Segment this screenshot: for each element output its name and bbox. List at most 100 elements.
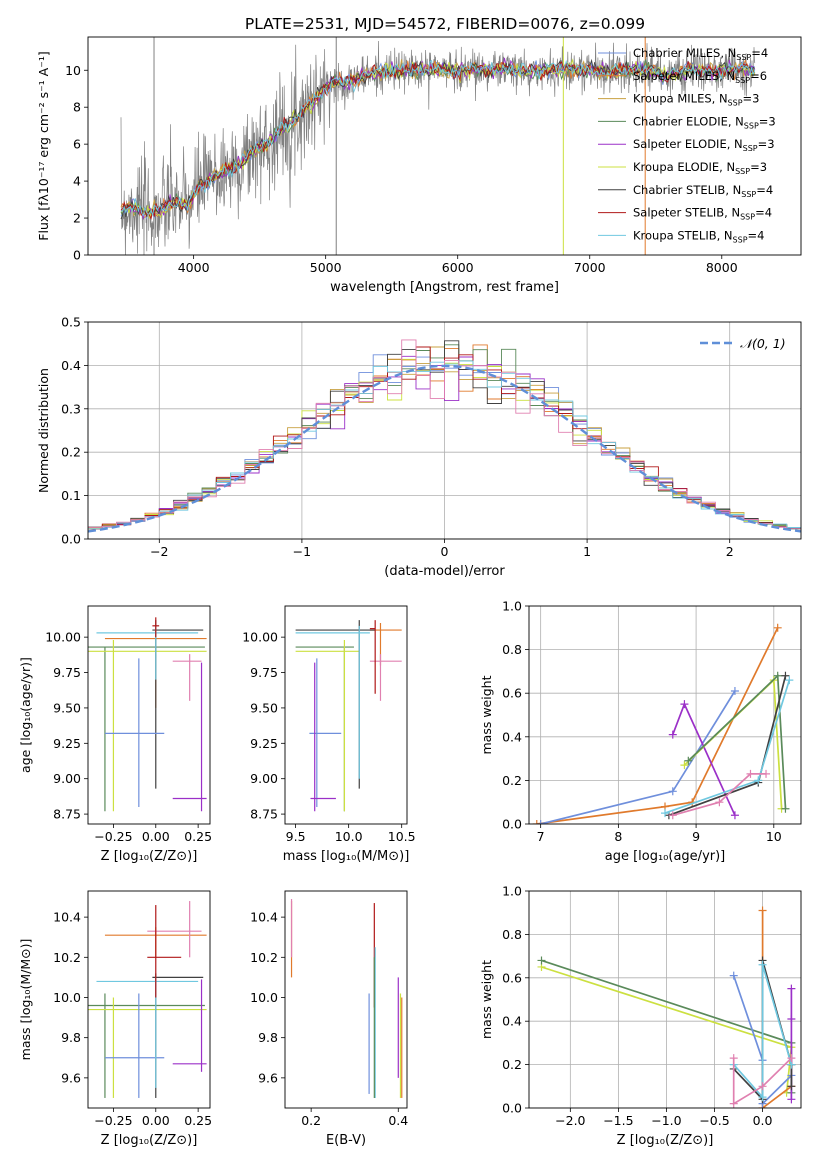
error-bar xyxy=(96,625,199,680)
y-tick-label: 10.00 xyxy=(242,630,278,645)
axes-frame xyxy=(284,890,408,1109)
y-tick-label: 10.4 xyxy=(53,910,81,925)
y-tick-label: 0.8 xyxy=(502,927,522,942)
plot-area xyxy=(529,891,801,1108)
y-tick-label: 9.75 xyxy=(250,665,278,680)
x-tick-label: −0.25 xyxy=(94,829,132,844)
error-bar xyxy=(152,620,204,789)
error-bar xyxy=(310,662,336,812)
weight-marker xyxy=(715,798,724,807)
y-tick-label: 2 xyxy=(73,211,81,226)
y-tick-label: 9.6 xyxy=(258,1070,278,1085)
panel-mass_vs_EBV: 0.2 0.4 9.6 9.8 10.0 10.2 10.4 E(B-V) xyxy=(250,890,408,1148)
y-tick-label: 10.2 xyxy=(53,950,81,965)
figure-title: PLATE=2531, MJD=54572, FIBERID=0076, z=0… xyxy=(245,15,645,33)
y-axis-label: mass weight xyxy=(479,675,494,754)
y-tick-label: 10.4 xyxy=(250,910,278,925)
y-tick-label: 0.0 xyxy=(502,1101,522,1116)
weight-marker xyxy=(668,730,677,739)
weight-marker xyxy=(758,906,767,915)
x-tick-label: 0 xyxy=(441,544,449,559)
weight-marker xyxy=(729,1099,738,1108)
error-bar xyxy=(147,905,182,998)
weight-marker xyxy=(787,1015,796,1024)
x-axis-label: E(B-V) xyxy=(326,1133,366,1148)
x-tick-label: 0.0 xyxy=(753,1113,773,1128)
weight-marker xyxy=(758,1082,767,1091)
error-bar xyxy=(104,993,165,1098)
legend-label: Salpeter ELODIE, NSSP=3 xyxy=(633,137,775,153)
spectrum-legend: Chabrier MILES, NSSP=4 Salpeter MILES, NS… xyxy=(598,46,776,244)
y-axis-label: mass [log₁₀(M/M⊙)] xyxy=(18,939,33,1061)
weight-line xyxy=(672,773,766,817)
model-spectrum xyxy=(120,59,756,217)
error-bar xyxy=(295,646,354,812)
y-axis-label: age [log₁₀(age/yr)] xyxy=(18,657,33,773)
y-tick-label: 6 xyxy=(73,137,81,152)
y-tick-label: 9.8 xyxy=(258,1030,278,1045)
plot-area xyxy=(120,37,756,255)
y-tick-label: 10.0 xyxy=(250,990,278,1005)
x-tick-label: 0.25 xyxy=(184,829,212,844)
panel-weight_vs_age: 7 8 9 10 0.0 0.2 0.4 0.6 0.8 1.0 age [log₁₀(age/yr… xyxy=(479,599,802,864)
x-tick-label: 0.00 xyxy=(142,1113,170,1128)
weight-marker xyxy=(536,820,545,824)
error-bar xyxy=(88,639,207,812)
x-tick-label: 6000 xyxy=(442,260,474,275)
weight-marker xyxy=(787,1095,796,1104)
x-axis-label: Z [log₁₀(Z/Z⊙)] xyxy=(101,849,198,864)
weight-marker xyxy=(758,1093,767,1102)
model-spectrum xyxy=(120,61,756,221)
y-tick-label: 8 xyxy=(73,100,81,115)
y-tick-label: 0.4 xyxy=(61,358,81,373)
y-tick-label: 0.0 xyxy=(502,817,522,832)
error-bar xyxy=(172,662,207,812)
x-tick-label: 4000 xyxy=(178,260,210,275)
weight-marker xyxy=(781,804,790,813)
x-tick-label: 10.5 xyxy=(388,829,416,844)
y-tick-label: 0.3 xyxy=(61,401,81,416)
x-tick-label: 2 xyxy=(726,544,734,559)
y-tick-label: 0.5 xyxy=(61,315,81,330)
panel-age_vs_Z: −0.25 0.00 0.25 8.75 9.00 9.25 9.50 9.75 10.00 Z … xyxy=(18,605,212,864)
weight-marker xyxy=(680,700,689,709)
x-tick-label: 0.25 xyxy=(184,1113,212,1128)
error-bar xyxy=(172,979,207,1072)
legend-label: Chabrier ELODIE, NSSP=3 xyxy=(633,114,776,130)
error-bar xyxy=(152,973,204,1098)
legend-label: Kroupa MILES, NSSP=3 xyxy=(633,92,759,108)
y-tick-label: 0 xyxy=(73,248,81,263)
y-axis-label: Flux [fλ10⁻¹⁷ erg cm⁻² s⁻¹ A⁻¹] xyxy=(36,51,51,240)
panel-spectrum: 4000 5000 6000 7000 8000 0 2 4 6 8 10 wavelength [A… xyxy=(36,36,802,295)
y-tick-label: 10.00 xyxy=(45,630,81,645)
y-tick-label: 0.6 xyxy=(502,686,522,701)
panel-age_vs_mass: 9.5 10.0 10.5 8.75 9.00 9.25 9.50 9.75 10.00 mass… xyxy=(242,605,416,864)
y-tick-label: 1.0 xyxy=(502,599,522,614)
error-bar xyxy=(88,997,207,1098)
error-bar xyxy=(172,654,202,701)
x-axis-label: mass [log₁₀(M/M⊙)] xyxy=(283,849,410,864)
x-axis-label: Z [log₁₀(Z/Z⊙)] xyxy=(101,1133,198,1148)
error-bar xyxy=(295,625,370,779)
weight-marker xyxy=(537,956,546,965)
y-tick-label: 0.4 xyxy=(502,729,522,744)
weight-marker xyxy=(758,960,767,969)
weight-marker xyxy=(787,1082,796,1091)
x-tick-label: −0.25 xyxy=(94,1113,132,1128)
error-bar xyxy=(104,658,165,808)
weight-line xyxy=(732,1057,792,1106)
x-tick-label: 9.5 xyxy=(286,829,306,844)
legend-label: 𝒩(0, 1) xyxy=(740,336,786,351)
weight-marker xyxy=(680,761,689,770)
plot-area xyxy=(295,620,402,812)
y-tick-label: 9.50 xyxy=(250,700,278,715)
plot-area xyxy=(88,322,801,539)
axes-frame xyxy=(528,605,802,825)
x-tick-label: −1.0 xyxy=(651,1113,681,1128)
weight-marker xyxy=(773,623,782,632)
weight-marker xyxy=(532,820,541,824)
legend-label: Kroupa ELODIE, NSSP=3 xyxy=(633,160,767,176)
axes-frame xyxy=(87,321,802,540)
